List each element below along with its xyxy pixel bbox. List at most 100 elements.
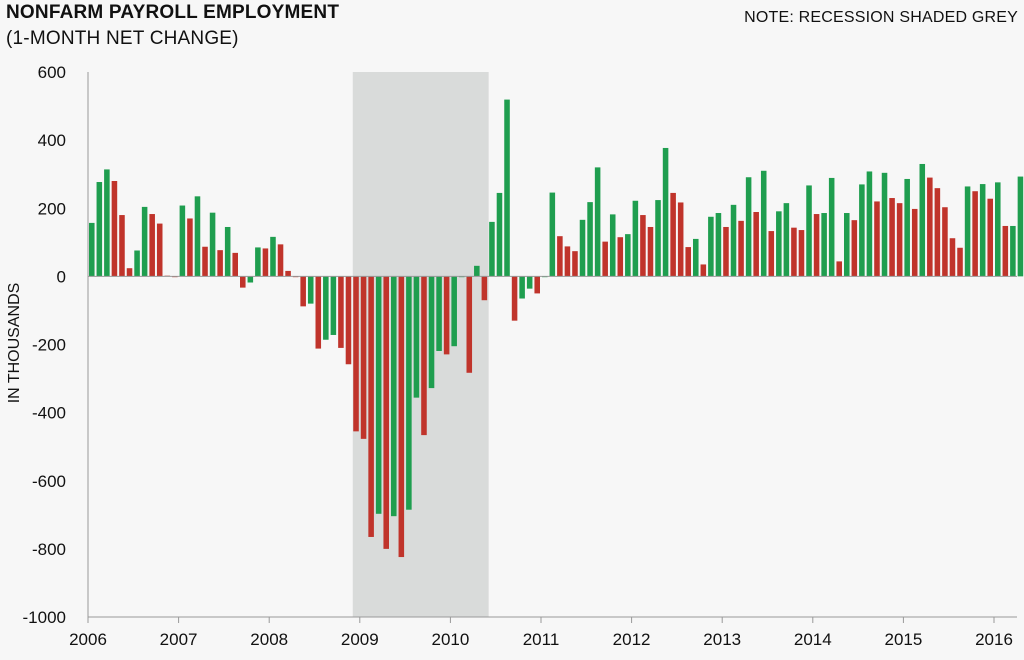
bar	[647, 226, 654, 277]
bar	[368, 276, 374, 537]
bar	[776, 211, 782, 277]
bar	[307, 276, 314, 304]
bar	[247, 276, 254, 283]
bar	[919, 163, 926, 277]
y-tick-label: 600	[38, 63, 66, 82]
bar	[874, 201, 880, 277]
y-tick-label: -600	[32, 472, 66, 491]
bar	[451, 276, 457, 347]
bar	[443, 276, 450, 355]
bar	[987, 198, 993, 277]
bar	[662, 147, 669, 277]
bar	[617, 237, 624, 277]
bar	[602, 241, 608, 277]
bar	[655, 200, 661, 277]
x-tick-label: 2006	[69, 630, 107, 649]
bar	[549, 192, 556, 277]
bar	[300, 276, 306, 307]
bar	[889, 198, 895, 277]
bar	[753, 212, 759, 277]
bar	[632, 200, 639, 277]
bar	[534, 276, 540, 294]
bar	[104, 169, 110, 277]
y-tick-label: 0	[57, 267, 66, 286]
bar	[406, 276, 412, 510]
bar	[504, 99, 510, 277]
bar	[217, 250, 223, 277]
bar	[360, 276, 367, 439]
bar	[96, 182, 103, 277]
bar	[904, 178, 910, 277]
bar	[859, 184, 865, 277]
bar	[557, 236, 563, 277]
bar	[768, 231, 775, 277]
bar	[489, 221, 495, 277]
y-tick-label: 200	[38, 199, 66, 218]
x-tick-label: 2011	[523, 630, 560, 649]
bar	[187, 218, 193, 277]
bar	[670, 192, 676, 277]
bar	[1017, 176, 1024, 277]
bar	[330, 276, 337, 335]
x-tick-label: 2013	[703, 630, 741, 649]
bar	[262, 248, 269, 277]
x-tick-label: 2008	[250, 630, 288, 649]
bar	[134, 250, 140, 277]
bar	[224, 226, 231, 277]
bar	[760, 170, 767, 277]
bar	[685, 247, 691, 277]
bar	[625, 234, 631, 277]
bar	[391, 276, 397, 517]
bar	[141, 206, 148, 277]
bar	[715, 213, 722, 277]
bar	[579, 219, 586, 277]
bar	[866, 171, 873, 277]
bar	[851, 220, 858, 277]
x-tick-label: 2009	[341, 630, 379, 649]
bar	[375, 276, 382, 514]
recession-shade	[352, 72, 489, 617]
bar	[934, 188, 941, 277]
bar	[398, 276, 405, 558]
bar	[1010, 225, 1016, 277]
y-tick-label: -200	[32, 336, 66, 355]
bar	[126, 268, 133, 277]
bar	[896, 203, 903, 277]
bar	[594, 167, 601, 277]
bar	[693, 238, 699, 277]
bar	[587, 202, 593, 277]
bar	[609, 214, 616, 277]
bar	[708, 216, 714, 277]
y-tick-label: -400	[32, 404, 66, 423]
bar	[640, 215, 646, 277]
bar	[813, 214, 820, 277]
bar	[149, 214, 155, 277]
bar	[285, 270, 291, 277]
bar	[927, 177, 933, 277]
bar	[383, 276, 389, 549]
bar	[481, 276, 488, 301]
bar	[270, 236, 276, 277]
bar	[949, 238, 956, 277]
x-tick-label: 2014	[794, 630, 832, 649]
bar	[942, 207, 948, 277]
bar	[964, 186, 971, 277]
bar	[345, 276, 352, 365]
bar	[995, 182, 1001, 277]
bar	[730, 204, 737, 277]
bar	[89, 222, 95, 277]
y-tick-label: -1000	[23, 608, 66, 627]
bar	[413, 276, 420, 398]
bar	[323, 276, 329, 340]
bar	[572, 251, 578, 277]
bar	[353, 276, 359, 432]
bar	[564, 246, 571, 277]
x-tick-label: 2015	[884, 630, 922, 649]
bar	[156, 223, 163, 277]
bar	[519, 276, 525, 299]
bar	[844, 213, 850, 277]
bar	[1002, 225, 1009, 277]
chart-title: NONFARM PAYROLL EMPLOYMENT	[6, 2, 340, 23]
bar	[119, 215, 125, 277]
